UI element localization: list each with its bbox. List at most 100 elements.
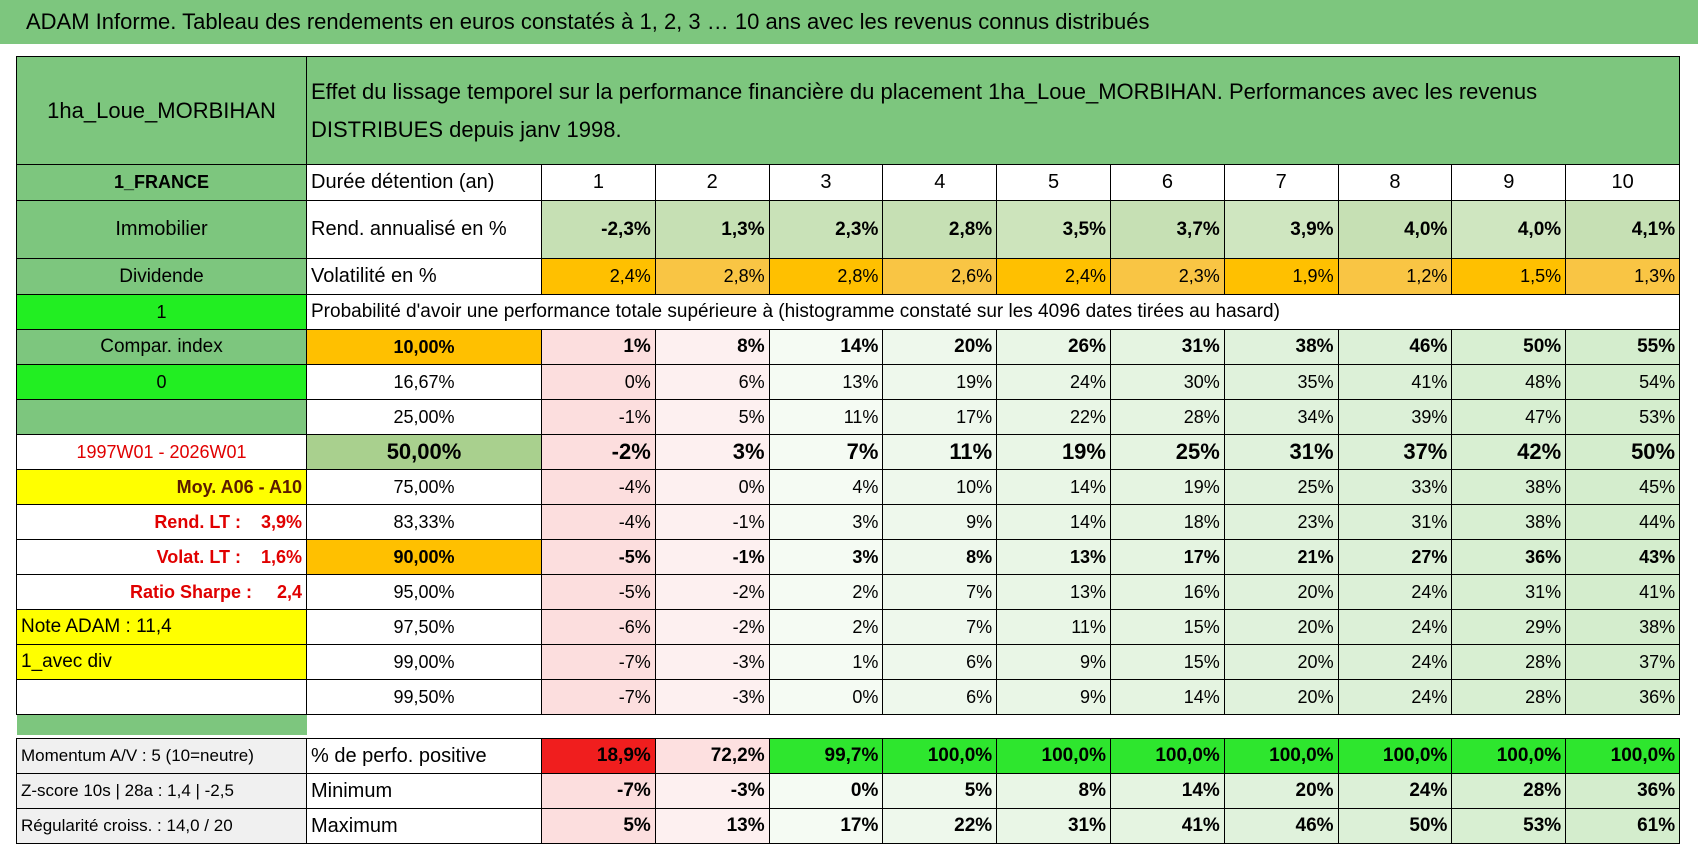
table-cell: 1,2% <box>1337 258 1453 295</box>
table-cell: 4,1% <box>1565 200 1681 259</box>
table-row: Rend. LT : 3,9% 83,33% -4% -1% 3% 9% 14% 18% 23%… <box>16 504 1681 540</box>
table-cell: 13% <box>654 808 770 844</box>
table-row: Immobilier Rend. annualisé en % -2,3% 1,3% 2… <box>16 200 1681 259</box>
table-cell: 13% <box>996 539 1111 575</box>
table-cell: 21% <box>1223 539 1339 575</box>
footer-row: Z-score 10s | 28a : 1,4 | -2,5 Minimum -7%… <box>16 773 1681 809</box>
table-cell: 50% <box>1337 808 1453 844</box>
table-cell: 20% <box>1223 773 1339 809</box>
table-cell: 100,0% <box>1451 738 1567 774</box>
table-cell: 100,0% <box>1565 738 1681 774</box>
table-cell: 20% <box>1223 574 1339 610</box>
side-label: Compar. index <box>16 329 307 365</box>
table-cell: 38% <box>1451 469 1567 505</box>
table-cell: 17% <box>768 808 884 844</box>
table-cell: 2,8% <box>654 258 770 295</box>
table-cell: 53% <box>1565 399 1681 435</box>
table-cell: 1% <box>541 329 656 365</box>
gap-row <box>16 714 1680 735</box>
table-cell: 54% <box>1565 364 1681 400</box>
table-cell: 100,0% <box>1223 738 1339 774</box>
table-cell: 22% <box>882 808 998 844</box>
header-row: 1ha_Loue_MORBIHAN Effet du lissage tempor… <box>16 56 1681 165</box>
table-cell: 13% <box>768 364 884 400</box>
table-cell: 28% <box>1451 644 1567 680</box>
table-cell: 7 <box>1223 164 1339 201</box>
table-cell: 6% <box>882 644 998 680</box>
side-label: 1997W01 - 2026W01 <box>16 434 307 470</box>
table-cell: -1% <box>654 539 770 575</box>
table-cell: -5% <box>541 574 656 610</box>
table-cell: 55% <box>1565 329 1681 365</box>
table-cell: -3% <box>654 644 770 680</box>
side-label <box>16 399 307 435</box>
section-note: Probabilité d'avoir une performance tota… <box>305 294 1681 330</box>
table-cell: 6% <box>882 679 998 715</box>
table-cell: 20% <box>1223 644 1339 680</box>
table-cell: 9 <box>1451 164 1567 201</box>
table-cell: 14% <box>1109 679 1225 715</box>
table-cell: 17% <box>1109 539 1225 575</box>
table-cell: 24% <box>996 364 1111 400</box>
table-cell: 36% <box>1451 539 1567 575</box>
table-cell: -3% <box>654 679 770 715</box>
table-cell: 2% <box>768 609 884 645</box>
table-cell: 8 <box>1337 164 1453 201</box>
row-label: 16,67% <box>306 364 542 400</box>
table-cell: 3,9% <box>1223 200 1339 259</box>
row-label: 75,00% <box>306 469 542 505</box>
row-label: Volatilité en % <box>306 258 542 295</box>
side-label: Z-score 10s | 28a : 1,4 | -2,5 <box>16 773 307 809</box>
table-cell: 34% <box>1223 399 1339 435</box>
row-label: 99,50% <box>306 679 542 715</box>
side-label: 0 <box>16 364 307 400</box>
table-cell: 31% <box>1109 329 1225 365</box>
table-cell: 38% <box>1451 504 1567 540</box>
table-cell: 30% <box>1109 364 1225 400</box>
table-cell: 14% <box>768 329 884 365</box>
table-cell: 46% <box>1223 808 1339 844</box>
footer-row: Momentum A/V : 5 (10=neutre)% de perfo. … <box>16 738 1681 774</box>
table-cell: 25% <box>1109 434 1225 470</box>
table-cell: 14% <box>1109 773 1225 809</box>
table-cell: 15% <box>1109 609 1225 645</box>
table-row: Volat. LT : 1,6% 90,00% -5% -1% 3% 8% 13% 17% 21… <box>16 539 1681 575</box>
table-cell: -1% <box>654 504 770 540</box>
table-cell: 31% <box>996 808 1111 844</box>
table-cell: 4 <box>882 164 998 201</box>
table-cell: 1 <box>541 164 656 201</box>
table-cell: 33% <box>1337 469 1453 505</box>
row-label: 99,00% <box>306 644 542 680</box>
table-cell: 11% <box>996 609 1111 645</box>
row-label: 10,00% <box>306 329 542 365</box>
table-cell: 2,8% <box>882 200 998 259</box>
table-row: 1_avec div 99,00% -7% -3% 1% 6% 9% 15% 20% 24% 28%… <box>16 644 1681 680</box>
table-cell: 9% <box>996 679 1111 715</box>
table-cell: 3 <box>768 164 884 201</box>
table-cell: -7% <box>541 679 656 715</box>
side-label: Ratio Sharpe : 2,4 <box>16 574 307 610</box>
table-cell: 18,9% <box>541 738 656 774</box>
table-cell: 61% <box>1565 808 1681 844</box>
gap-cell <box>307 715 1680 735</box>
table-cell: -2% <box>654 574 770 610</box>
table-cell: 8% <box>882 539 998 575</box>
table-cell: 23% <box>1223 504 1339 540</box>
table-cell: 19% <box>882 364 998 400</box>
table-cell: 29% <box>1451 609 1567 645</box>
table-cell: 37% <box>1337 434 1453 470</box>
table-cell: 5% <box>541 808 656 844</box>
table-row: 1997W01 - 2026W01 50,00% -2% 3% 7% 11% 19% 25% 3… <box>16 434 1681 470</box>
table-cell: 1% <box>768 644 884 680</box>
table-cell: 19% <box>1109 469 1225 505</box>
row-label: Maximum <box>306 808 542 844</box>
table-cell: 3,7% <box>1109 200 1225 259</box>
table-cell: 2,3% <box>1109 258 1225 295</box>
side-label: Momentum A/V : 5 (10=neutre) <box>16 738 307 774</box>
performance-table: 1ha_Loue_MORBIHAN Effet du lissage tempor… <box>16 56 1681 844</box>
table-cell: 99,7% <box>768 738 884 774</box>
table-row: Compar. index 10,00% 1% 8% 14% 20% 26% 31% 38% 46… <box>16 329 1681 365</box>
table-cell: -2% <box>654 609 770 645</box>
table-cell: 28% <box>1109 399 1225 435</box>
table-cell: -6% <box>541 609 656 645</box>
